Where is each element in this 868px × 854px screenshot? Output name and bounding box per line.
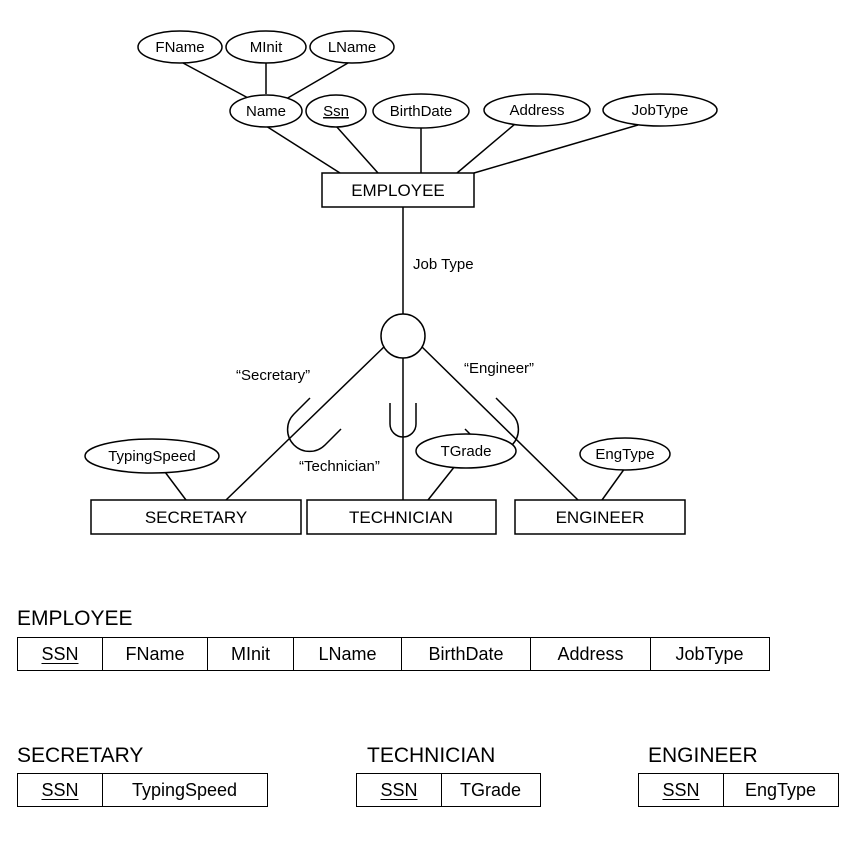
table-employee-title: EMPLOYEE (17, 607, 133, 630)
table-engineer-title: ENGINEER (648, 744, 758, 767)
entity-employee-box (321, 172, 475, 208)
attr-typingspeed-ellipse (84, 438, 220, 474)
attr-ssn-ellipse (305, 94, 367, 128)
attr-typingspeed-label: TypingSpeed (108, 448, 196, 465)
attr-engtype-ellipse (579, 437, 671, 471)
attr-jobtype-ellipse (602, 93, 718, 127)
table-technician-col-tgrade: TGrade (441, 774, 539, 806)
entity-engineer-label: ENGINEER (556, 508, 645, 527)
attr-name-label: Name (246, 103, 286, 120)
line-fname-name (182, 62, 251, 100)
table-technician-col-ssn: SSN (380, 779, 418, 800)
line-circle-engineer (419, 344, 579, 501)
table-employee-col-fname: FName (102, 638, 207, 670)
attr-tgrade-ellipse (415, 433, 517, 469)
table-secretary: SSN TypingSpeed (17, 773, 268, 807)
line-engtype-engineer (601, 467, 626, 501)
attr-fname-label: FName (155, 39, 204, 56)
line-tgrade-technician (427, 465, 456, 501)
discriminator-label: Job Type (413, 256, 474, 273)
table-engineer-col-ssn: SSN (662, 779, 700, 800)
attr-birthdate-label: BirthDate (390, 103, 453, 120)
condition-engineer-label: “Engineer” (464, 360, 534, 377)
er-diagram: FName MInit LName Name Ssn BirthDate Add… (84, 30, 718, 535)
entity-engineer-box (514, 499, 686, 535)
condition-technician-label: “Technician” (299, 458, 380, 475)
line-name-employee (265, 125, 341, 174)
attr-name-ellipse (229, 94, 303, 128)
subset-symbol-secretary (286, 397, 342, 453)
attr-lname-ellipse (309, 30, 395, 64)
entity-secretary-box (90, 499, 302, 535)
attr-birthdate-ellipse (372, 93, 470, 129)
table-technician-title: TECHNICIAN (367, 744, 496, 767)
line-typingspeed-secretary (164, 471, 187, 501)
table-employee-col-address: Address (530, 638, 650, 670)
table-secretary-col-ssn: SSN (41, 779, 79, 800)
table-engineer: SSN EngType (638, 773, 839, 807)
table-engineer-col-engtype: EngType (723, 774, 837, 806)
attr-tgrade-label: TGrade (441, 443, 492, 460)
condition-secretary-label: “Secretary” (236, 367, 310, 384)
table-employee-col-minit: MInit (207, 638, 293, 670)
attr-fname-ellipse (137, 30, 223, 64)
line-lname-name (285, 62, 349, 100)
table-employee-col-ssn: SSN (41, 643, 79, 664)
table-technician: SSN TGrade (356, 773, 541, 807)
attr-jobtype-label: JobType (632, 102, 689, 119)
table-secretary-col-typingspeed: TypingSpeed (102, 774, 266, 806)
attr-minit-label: MInit (250, 39, 283, 56)
table-secretary-title: SECRETARY (17, 744, 144, 767)
entity-technician-box (306, 499, 497, 535)
table-employee: SSN FName MInit LName BirthDate Address … (17, 637, 770, 671)
line-jobtype-employee (473, 124, 639, 174)
attr-minit-ellipse (225, 30, 307, 64)
specialization-circle (380, 313, 426, 359)
table-employee-col-birthdate: BirthDate (401, 638, 530, 670)
subset-symbol-technician (389, 403, 417, 438)
line-circle-secretary (225, 344, 387, 501)
attr-address-label: Address (509, 102, 564, 119)
attr-engtype-label: EngType (595, 446, 654, 463)
entity-technician-label: TECHNICIAN (349, 508, 453, 527)
table-employee-col-jobtype: JobType (650, 638, 768, 670)
attr-address-ellipse (483, 93, 591, 127)
line-ssn-employee (335, 125, 379, 174)
line-address-employee (456, 123, 516, 174)
attr-lname-label: LName (328, 39, 376, 56)
attr-ssn-label: Ssn (323, 103, 349, 120)
entity-employee-label: EMPLOYEE (351, 181, 445, 200)
table-employee-col-lname: LName (293, 638, 401, 670)
entity-secretary-label: SECRETARY (145, 508, 247, 527)
